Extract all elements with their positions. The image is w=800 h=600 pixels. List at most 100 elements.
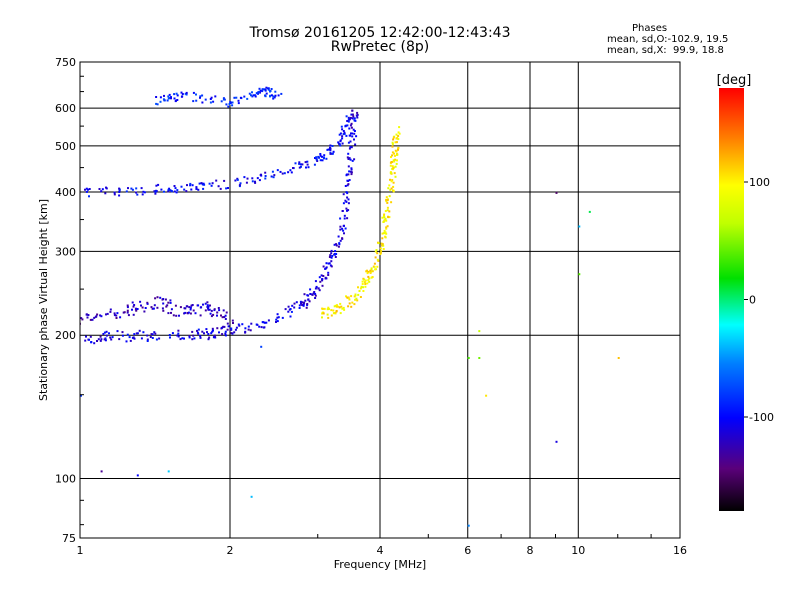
echo-point — [175, 314, 178, 317]
colorbar-tick-label: 100 — [749, 176, 770, 189]
echo-point — [347, 180, 350, 182]
echo-point — [339, 132, 342, 135]
stats-o-mode: mean, sd,O:-102.9, 19.5 — [607, 34, 729, 45]
echo-point — [232, 322, 234, 324]
echo-point — [101, 188, 104, 191]
echo-point — [396, 153, 399, 156]
echo-point — [301, 304, 304, 306]
echo-point — [334, 312, 337, 315]
echo-point — [234, 179, 237, 182]
echo-point — [353, 158, 356, 161]
echo-point — [389, 172, 392, 175]
echo-point — [318, 156, 321, 159]
echo-point — [385, 200, 388, 203]
echo-point — [211, 182, 214, 185]
echo-point — [167, 188, 170, 191]
echo-point — [126, 304, 129, 307]
echo-point — [346, 156, 349, 159]
echo-point — [306, 160, 309, 163]
echo-point — [271, 170, 274, 173]
echo-point — [382, 221, 385, 223]
echo-point — [315, 158, 318, 161]
echo-point — [344, 125, 347, 128]
echo-point — [342, 306, 345, 309]
echo-point — [224, 334, 227, 337]
colorbar-tick-label: 0 — [749, 294, 756, 307]
echo-point — [343, 232, 345, 235]
echo-point — [339, 225, 342, 228]
echo-point — [181, 337, 184, 340]
echo-point — [277, 316, 280, 319]
echo-point — [353, 130, 356, 132]
echo-point — [179, 338, 182, 341]
echo-point — [274, 94, 277, 97]
echo-point — [219, 187, 222, 190]
echo-point — [329, 144, 332, 147]
echo-point — [314, 293, 317, 295]
echo-point — [224, 332, 227, 335]
echo-point — [183, 188, 186, 191]
echo-point — [348, 302, 351, 305]
echo-point — [192, 334, 195, 337]
echo-point — [180, 185, 183, 188]
echo-point — [154, 191, 157, 193]
echo-point — [265, 321, 268, 324]
echo-point — [334, 256, 337, 258]
echo-point — [392, 136, 395, 139]
echo-point — [91, 318, 94, 321]
echo-point — [184, 311, 187, 314]
echo-point — [396, 159, 398, 162]
echo-point — [208, 308, 211, 311]
echo-point — [393, 172, 396, 175]
echo-point — [221, 316, 224, 319]
echo-point — [136, 332, 139, 335]
echo-point — [84, 339, 87, 342]
echo-point — [352, 128, 355, 131]
echo-point — [103, 338, 106, 341]
x-tick-label: 2 — [227, 544, 234, 557]
echo-point — [212, 329, 214, 332]
echo-point — [347, 120, 350, 123]
x-tick-label: 8 — [527, 544, 534, 557]
echo-point — [157, 183, 160, 186]
echo-point — [87, 188, 89, 191]
echo-point — [158, 337, 161, 340]
echo-point — [135, 191, 137, 194]
echo-point — [304, 299, 307, 302]
echo-point — [284, 308, 287, 311]
echo-point — [397, 131, 400, 134]
echo-point — [151, 333, 154, 336]
echo-point — [298, 307, 301, 309]
echo-point — [100, 190, 103, 193]
echo-point — [208, 336, 211, 339]
x-tick-label: 6 — [464, 544, 471, 557]
echo-point — [275, 321, 277, 323]
echo-point — [354, 294, 357, 297]
echo-point — [118, 338, 121, 341]
echo-point — [478, 330, 481, 333]
echo-point — [361, 283, 364, 285]
echo-point — [306, 163, 309, 166]
echo-point — [343, 308, 346, 311]
colorbar-tick-label: -100 — [749, 411, 774, 424]
echo-point — [390, 201, 393, 204]
echo-point — [355, 114, 358, 117]
echo-point — [321, 155, 323, 158]
echo-point — [373, 265, 376, 268]
chart-subtitle: RwPretec (8p) — [330, 39, 430, 55]
echo-point — [105, 330, 108, 333]
echo-point — [330, 309, 333, 312]
echo-point — [337, 245, 340, 248]
echo-point — [259, 89, 262, 92]
echo-point — [191, 338, 194, 341]
echo-point — [307, 166, 310, 169]
echo-point — [306, 294, 309, 297]
echo-point — [359, 296, 362, 298]
echo-point — [299, 163, 302, 166]
echo-point — [617, 357, 620, 359]
echo-point — [198, 182, 201, 185]
echo-point — [171, 332, 174, 335]
echo-point — [276, 316, 279, 319]
echo-point — [261, 90, 264, 93]
